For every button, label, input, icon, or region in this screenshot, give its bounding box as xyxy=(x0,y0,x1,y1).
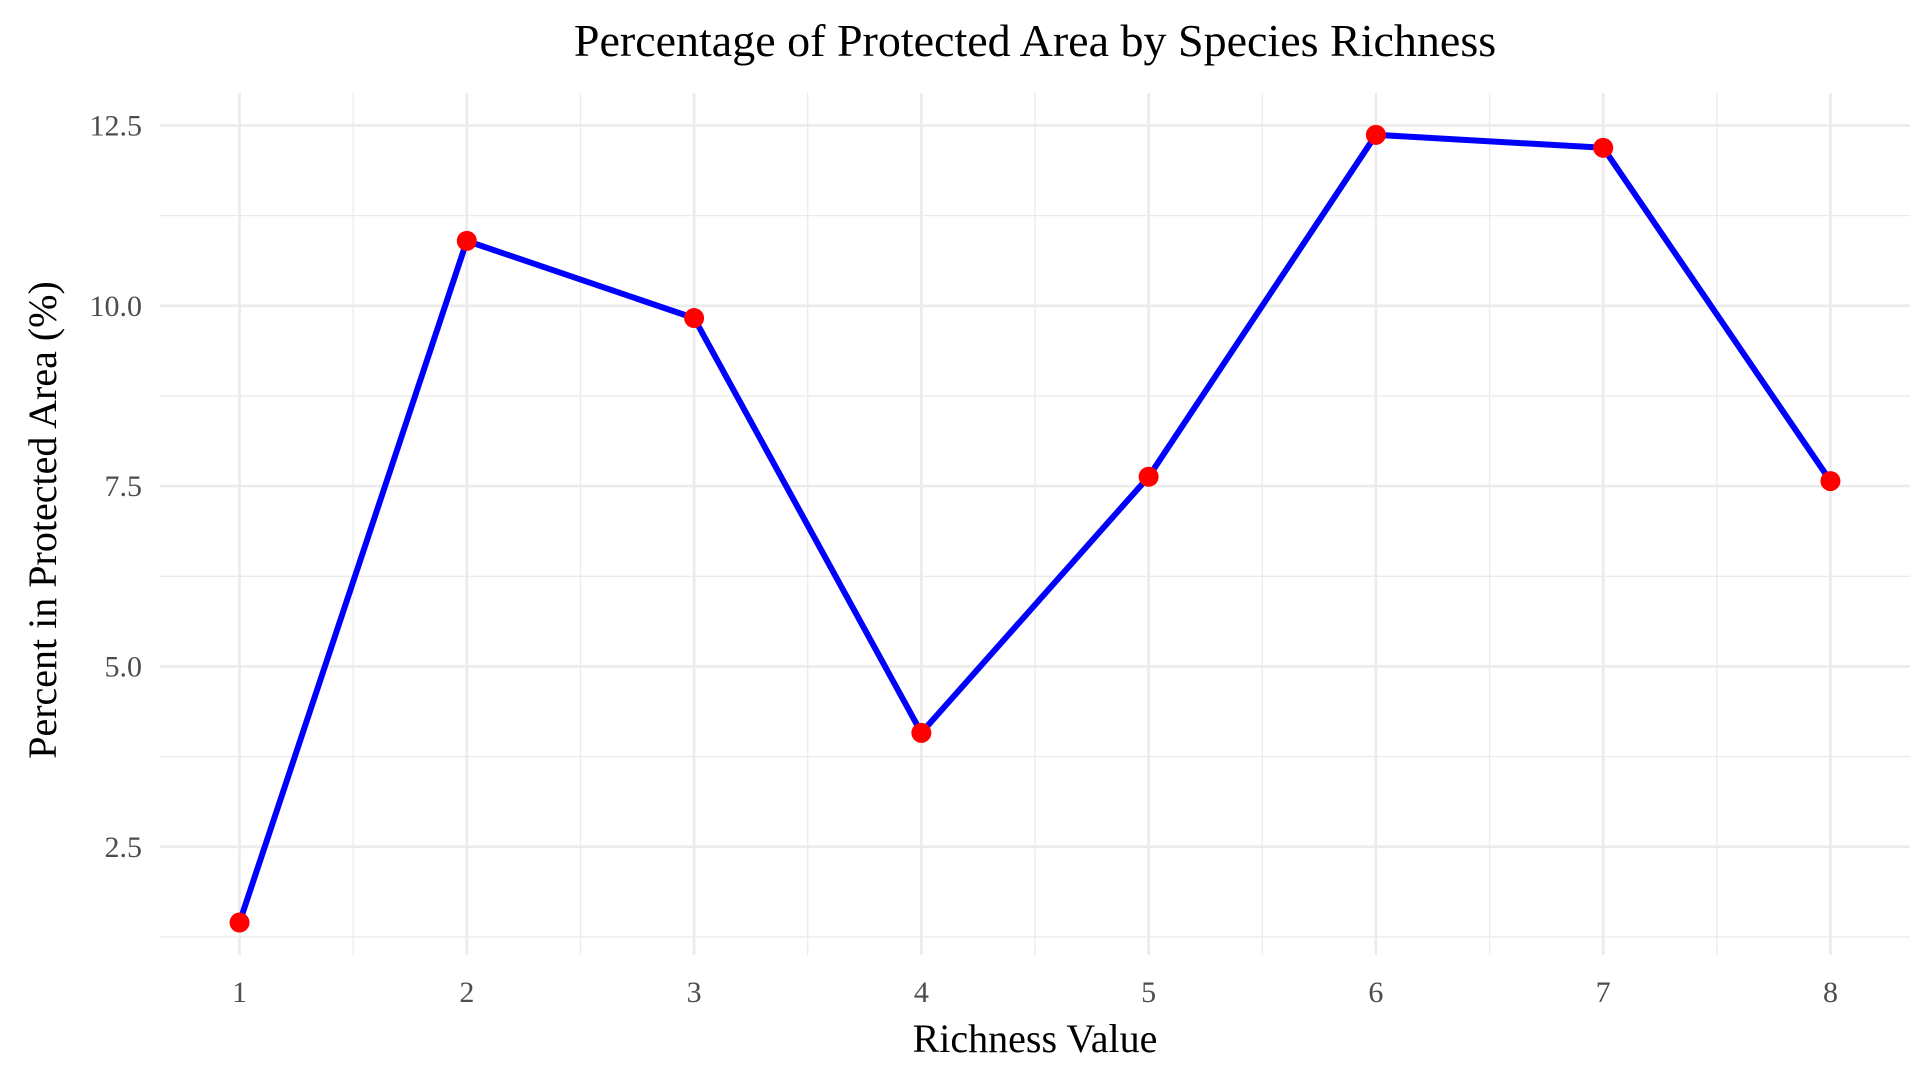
ticks-layer: 1 2 3 4 5 6 7 8 2.5 5.0 7.5 10.0 12.5 xyxy=(90,109,1838,1009)
data-point xyxy=(911,722,932,743)
y-axis-title: Percent in Protected Area (%) xyxy=(20,281,65,759)
y-tick-label: 12.5 xyxy=(90,109,143,142)
y-tick-label: 5.0 xyxy=(105,650,143,683)
x-tick-label: 6 xyxy=(1368,976,1383,1009)
series-line xyxy=(236,131,1834,926)
data-point xyxy=(1820,471,1841,492)
grid-layer xyxy=(160,93,1910,955)
y-tick-label: 2.5 xyxy=(105,831,143,864)
data-point xyxy=(456,230,477,251)
points-layer xyxy=(229,124,1841,933)
series-layer xyxy=(236,131,1834,926)
data-point xyxy=(1365,124,1386,145)
data-point xyxy=(684,308,705,329)
x-tick-label: 5 xyxy=(1141,976,1156,1009)
x-tick-label: 1 xyxy=(232,976,247,1009)
x-tick-label: 2 xyxy=(459,976,474,1009)
data-point xyxy=(1593,137,1614,158)
chart-title: Percentage of Protected Area by Species … xyxy=(574,15,1496,66)
x-axis-title: Richness Value xyxy=(913,1016,1158,1061)
x-tick-label: 7 xyxy=(1596,976,1611,1009)
x-tick-label: 4 xyxy=(914,976,929,1009)
data-point xyxy=(1138,466,1159,487)
y-tick-label: 10.0 xyxy=(90,290,143,323)
y-tick-label: 7.5 xyxy=(105,470,143,503)
data-point xyxy=(229,912,250,933)
x-tick-label: 8 xyxy=(1823,976,1838,1009)
x-tick-label: 3 xyxy=(687,976,702,1009)
